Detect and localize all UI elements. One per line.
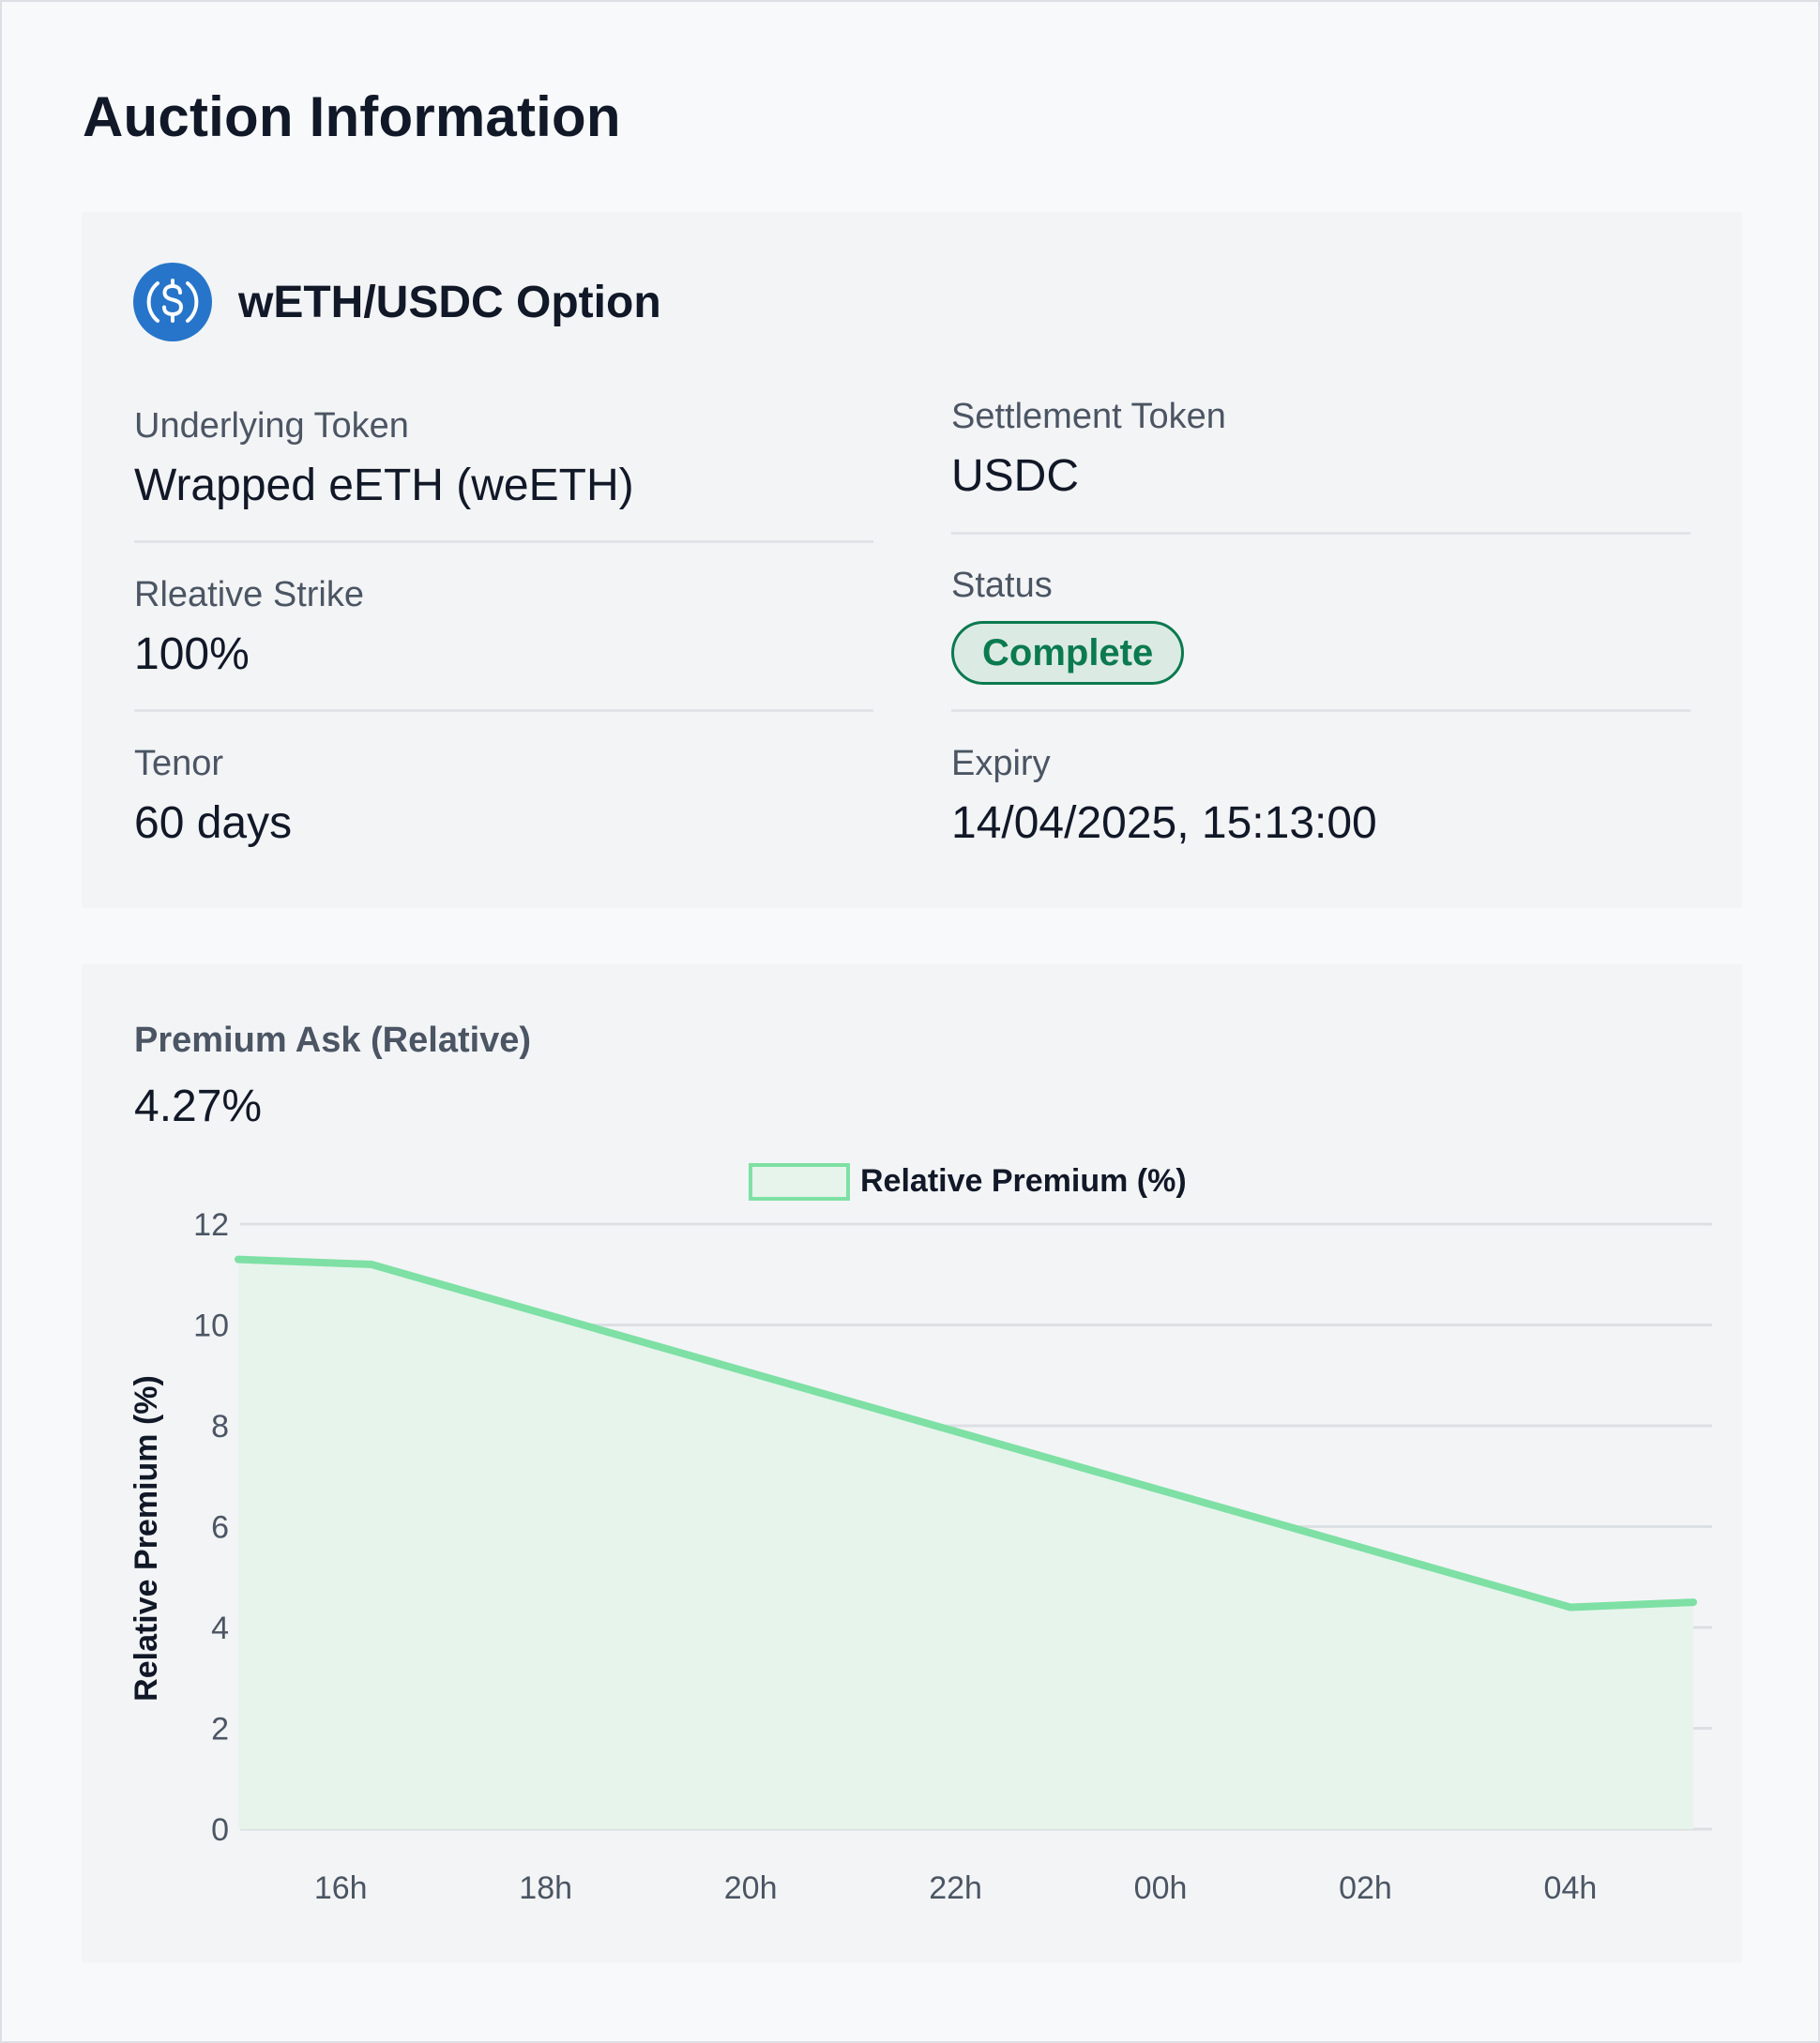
expiry-field: Expiry 14/04/2025, 15:13:00 [951,743,1691,850]
relative-strike-label: Rleative Strike [134,575,364,614]
premium-chart-card: Premium Ask (Relative) 4.27% 0 2 4 6 8 10 12 1… [82,964,1742,1962]
underlying-token-field: Underlying Token Wrapped eETH (weETH) [134,405,873,512]
x-tick-label: 04h [1544,1870,1598,1906]
y-tick-label: 4 [211,1611,229,1646]
option-header: wETH/USDC Option [133,263,661,341]
underlying-token-value: Wrapped eETH (weETH) [134,461,634,510]
divider [951,709,1691,712]
y-tick-label: 0 [211,1812,229,1848]
settlement-token-field: Settlement Token USDC [951,396,1691,503]
y-tick-label: 6 [211,1510,229,1546]
x-tick-label: 16h [314,1870,368,1906]
x-tick-label: 18h [519,1870,572,1906]
relative-strike-field: Rleative Strike 100% [134,574,873,681]
divider [951,532,1691,535]
y-tick-label: 12 [193,1207,229,1243]
premium-ask-label: Premium Ask (Relative) [134,1021,532,1060]
expiry-value: 14/04/2025, 15:13:00 [951,798,1377,848]
page-title: Auction Information [83,85,621,148]
tenor-label: Tenor [134,744,224,783]
legend-label: Relative Premium (%) [860,1163,1187,1199]
expiry-label: Expiry [951,744,1051,783]
tenor-value: 60 days [134,798,293,848]
x-tick-label: 20h [724,1870,778,1906]
tenor-field: Tenor 60 days [134,743,873,850]
status-field: Status Complete [951,565,1691,685]
y-tick-label: 2 [211,1712,229,1748]
premium-ask-value: 4.27% [134,1082,263,1131]
premium-line [235,1255,1697,1612]
legend-swatch [749,1163,850,1201]
y-tick-label: 10 [193,1309,229,1344]
option-details-card: wETH/USDC Option Underlying Token Wrappe… [82,212,1742,908]
underlying-token-label: Underlying Token [134,406,409,446]
option-title: wETH/USDC Option [238,277,661,327]
status-label: Status [951,566,1053,605]
usdc-coin-icon [133,263,212,341]
x-tick-label: 00h [1134,1870,1188,1906]
x-tick-label: 02h [1339,1870,1392,1906]
settlement-token-value: USDC [951,451,1080,501]
y-tick-label: 8 [211,1409,229,1445]
premium-chart: 0 2 4 6 8 10 12 16h 18h 20h 22h 00h 02h 04h Relative… [129,1163,1712,1906]
relative-strike-value: 100% [134,629,250,679]
premium-area [238,1259,1693,1829]
x-tick-label: 22h [929,1870,982,1906]
settlement-token-label: Settlement Token [951,397,1226,436]
status-badge: Complete [951,621,1185,685]
divider [134,709,873,712]
divider [134,540,873,543]
y-axis-label: Relative Premium (%) [129,1375,164,1702]
